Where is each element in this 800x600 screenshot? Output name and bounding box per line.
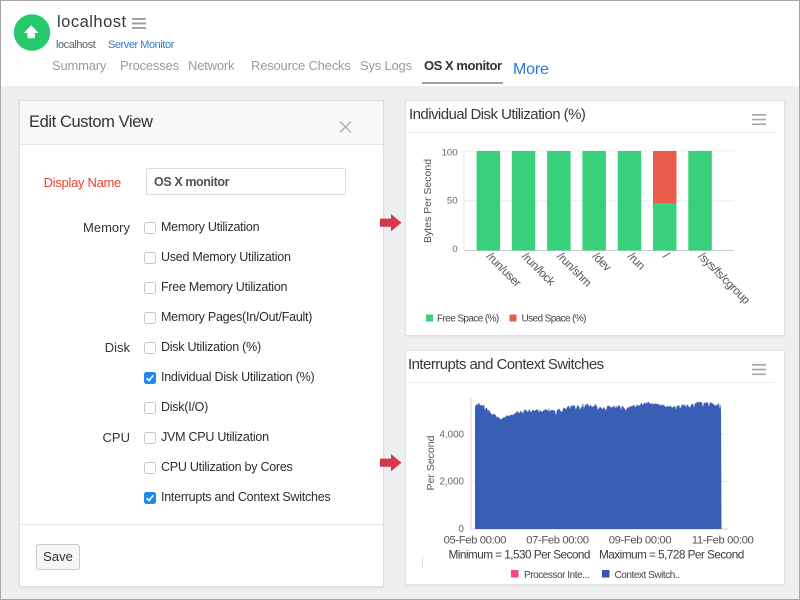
svg-text:Per Second: Per Second — [425, 435, 437, 490]
svg-text:/run/shm: /run/shm — [554, 249, 594, 289]
svg-text:0: 0 — [459, 524, 465, 535]
svg-text:11-Feb 00:00: 11-Feb 00:00 — [692, 534, 754, 546]
svg-text:/run/lock: /run/lock — [519, 249, 558, 288]
svg-text:07-Feb 00:00: 07-Feb 00:00 — [526, 534, 589, 546]
svg-text:Minimum = 1,530 Per Second: Minimum = 1,530 Per Second — [449, 547, 590, 561]
svg-text:/: / — [660, 249, 673, 262]
svg-text:Free Space (%): Free Space (%) — [437, 314, 499, 325]
svg-text:/run/user: /run/user — [484, 249, 525, 290]
svg-text:/dev: /dev — [590, 249, 615, 274]
svg-text:Processor Inte...: Processor Inte... — [524, 570, 589, 581]
svg-text:100: 100 — [442, 148, 458, 159]
svg-text:Maximum = 5,728 Per Second: Maximum = 5,728 Per Second — [599, 547, 744, 561]
svg-text:09-Feb 00:00: 09-Feb 00:00 — [609, 534, 672, 546]
svg-text:Context Switch..: Context Switch.. — [615, 570, 680, 581]
svg-text:/sys/fs/cgroup: /sys/fs/cgroup — [695, 249, 753, 307]
svg-text:50: 50 — [447, 195, 458, 206]
svg-text:2,000: 2,000 — [439, 477, 464, 488]
svg-text:Bytes Per Second: Bytes Per Second — [422, 159, 434, 243]
svg-text:Used Space (%): Used Space (%) — [522, 314, 587, 325]
svg-text:4,000: 4,000 — [439, 429, 464, 440]
svg-text:0: 0 — [452, 244, 457, 255]
svg-text:/run: /run — [625, 249, 648, 272]
svg-text:05-Feb 00:00: 05-Feb 00:00 — [444, 534, 507, 546]
